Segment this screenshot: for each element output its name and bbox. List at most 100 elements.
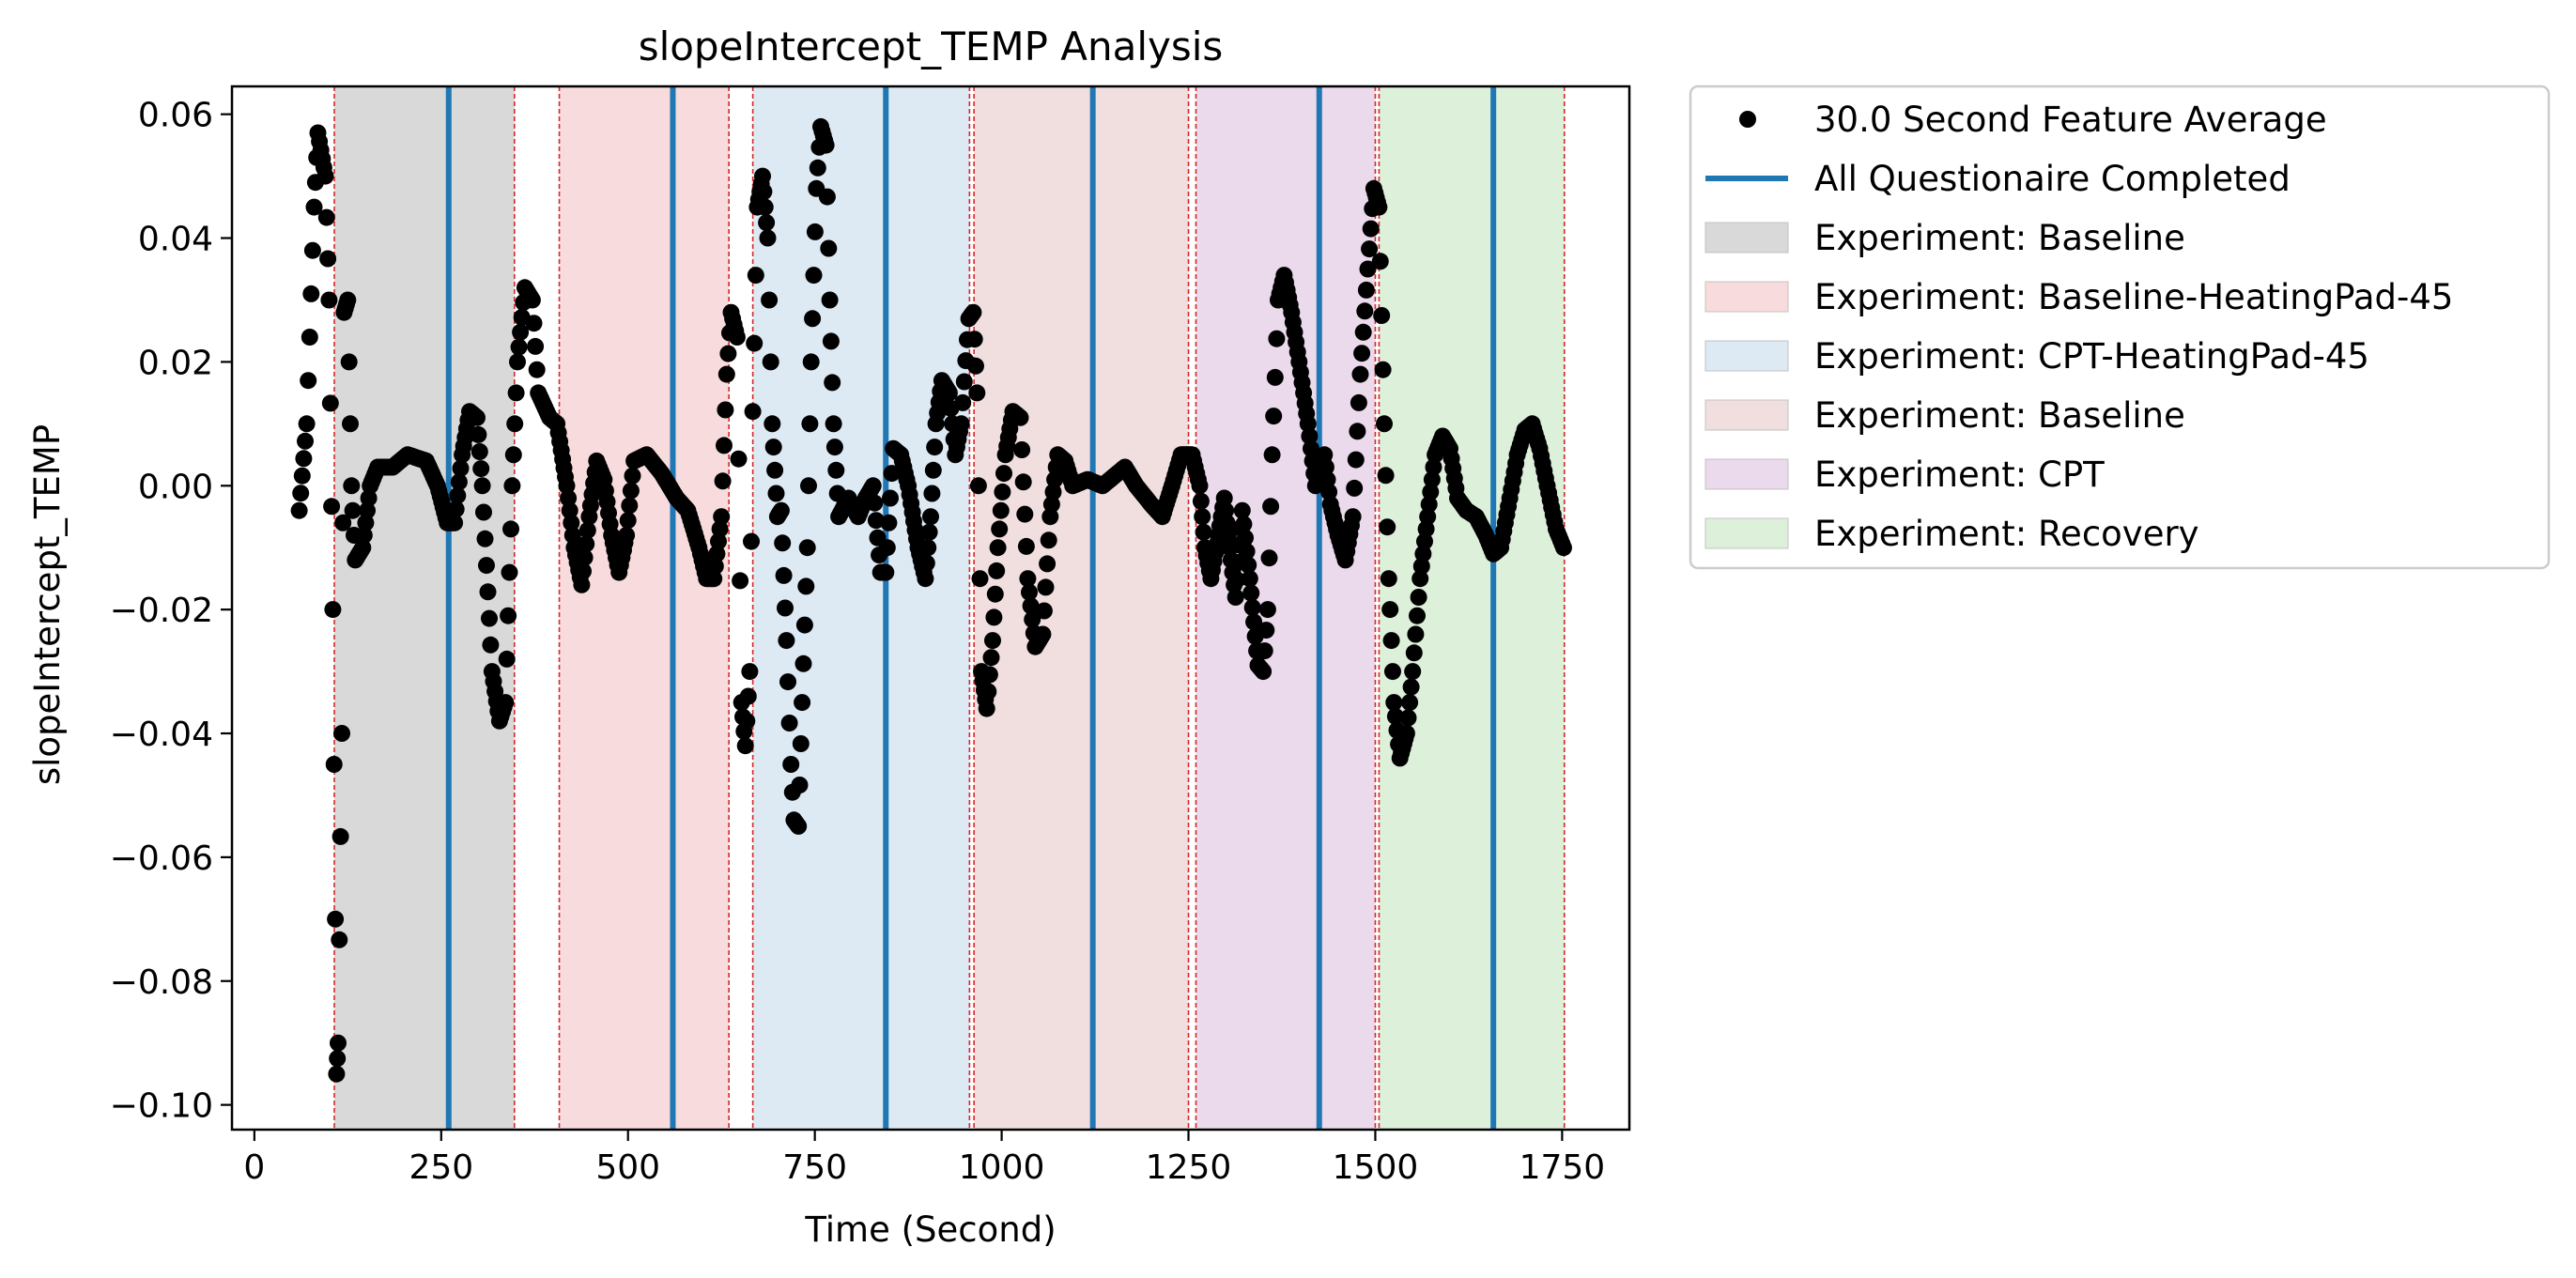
data-point-663: [1240, 556, 1257, 574]
data-point-496: [995, 465, 1012, 483]
data-point-49: [354, 539, 372, 557]
data-point-785: [1417, 520, 1435, 538]
data-point-132: [475, 503, 492, 521]
data-point-149: [500, 607, 517, 624]
data-point-290: [705, 570, 723, 588]
data-point-10: [303, 241, 321, 259]
data-point-680: [1263, 446, 1281, 464]
data-point-484: [978, 700, 995, 717]
data-point-293: [710, 532, 727, 550]
data-point-648: [1218, 514, 1236, 531]
data-point-53: [360, 489, 378, 507]
data-point-291: [706, 558, 724, 575]
data-point-308: [732, 572, 749, 590]
data-point-735: [1346, 479, 1364, 497]
data-point-169: [528, 361, 546, 378]
data-point-756: [1376, 415, 1393, 433]
x-tick-label: 1250: [1146, 1148, 1232, 1187]
data-point-319: [747, 267, 764, 285]
data-point-330: [762, 353, 779, 371]
data-point-193: [563, 514, 580, 531]
data-point-660: [1235, 516, 1253, 533]
data-point-329: [761, 291, 779, 309]
data-point-11: [305, 198, 323, 216]
legend: 30.0 Second Feature Average All Questiona…: [1689, 85, 2551, 570]
data-point-416: [880, 514, 898, 531]
data-point-365: [809, 159, 826, 177]
data-point-342: [778, 632, 795, 650]
data-point-192: [561, 501, 578, 519]
data-point-333: [766, 461, 784, 479]
data-point-677: [1258, 601, 1276, 619]
data-point-334: [767, 485, 785, 502]
x-tick-label: 250: [409, 1148, 473, 1187]
data-point-361: [804, 310, 822, 328]
data-point-784: [1416, 532, 1433, 550]
data-point-318: [746, 334, 764, 352]
data-point-777: [1405, 644, 1423, 662]
data-point-354: [794, 654, 812, 672]
y-tick-label: −0.04: [110, 716, 213, 754]
y-axis-ticks: 0.06 0.04 0.02 0.00 −0.02 −0.04 −0.06 −0.08 −0.1…: [110, 97, 232, 1126]
data-point-407: [867, 512, 885, 530]
data-point-231: [619, 512, 637, 530]
data-point-28: [328, 1065, 346, 1083]
data-point-443: [919, 539, 937, 557]
data-point-630: [1192, 492, 1210, 510]
x-tick-label: 500: [595, 1148, 660, 1187]
data-point-312: [736, 737, 754, 755]
data-point-740: [1353, 345, 1371, 362]
data-point-525: [1039, 555, 1057, 573]
data-point-190: [558, 477, 576, 495]
data-point-148: [498, 650, 516, 668]
phase-span-1: [334, 86, 515, 1130]
data-point-475: [965, 331, 983, 348]
data-point-41: [343, 477, 361, 495]
data-point-716: [1317, 458, 1334, 476]
data-point-373: [820, 239, 838, 257]
data-point-490: [986, 585, 1004, 603]
data-point-191: [560, 489, 578, 507]
legend-label: All Questionaire Completed: [1814, 159, 2291, 199]
data-point-743: [1357, 281, 1375, 299]
data-point-773: [1399, 709, 1417, 727]
data-point-448: [926, 439, 944, 456]
data-point-655: [1228, 571, 1246, 589]
data-point-507: [1011, 408, 1029, 426]
data-point-474: [964, 303, 982, 321]
data-point-662: [1238, 543, 1256, 561]
data-point-297: [716, 437, 733, 454]
phase-span-5: [1195, 86, 1376, 1130]
data-point-39: [340, 353, 358, 371]
x-tick-label: 1500: [1333, 1148, 1419, 1187]
data-point-147: [497, 694, 515, 712]
data-point-234: [624, 467, 641, 485]
data-point-523: [1035, 602, 1053, 620]
data-point-137: [482, 636, 500, 654]
data-point-757: [1377, 467, 1395, 485]
data-point-4: [295, 450, 313, 468]
data-point-779: [1409, 607, 1426, 624]
data-point-629: [1191, 477, 1209, 495]
legend-marker-icon: [1739, 111, 1756, 128]
data-point-675: [1256, 642, 1273, 660]
data-point-647: [1217, 501, 1235, 519]
data-point-512: [1019, 570, 1037, 588]
data-point-300: [719, 345, 737, 362]
data-point-746: [1362, 220, 1380, 238]
data-point-232: [621, 497, 639, 515]
data-point-154: [506, 415, 524, 433]
data-point-527: [1041, 508, 1059, 526]
data-point-508: [1013, 441, 1031, 458]
data-point-780: [1410, 589, 1427, 606]
data-point-646: [1215, 489, 1233, 507]
data-point-200: [573, 576, 591, 593]
data-point-489: [985, 608, 1003, 626]
data-point-790: [1425, 458, 1442, 476]
data-point-316: [743, 532, 760, 550]
data-point-352: [792, 735, 810, 752]
data-point-741: [1354, 323, 1372, 341]
data-point-359: [801, 415, 819, 433]
data-point-358: [800, 477, 817, 495]
data-point-511: [1017, 537, 1035, 555]
